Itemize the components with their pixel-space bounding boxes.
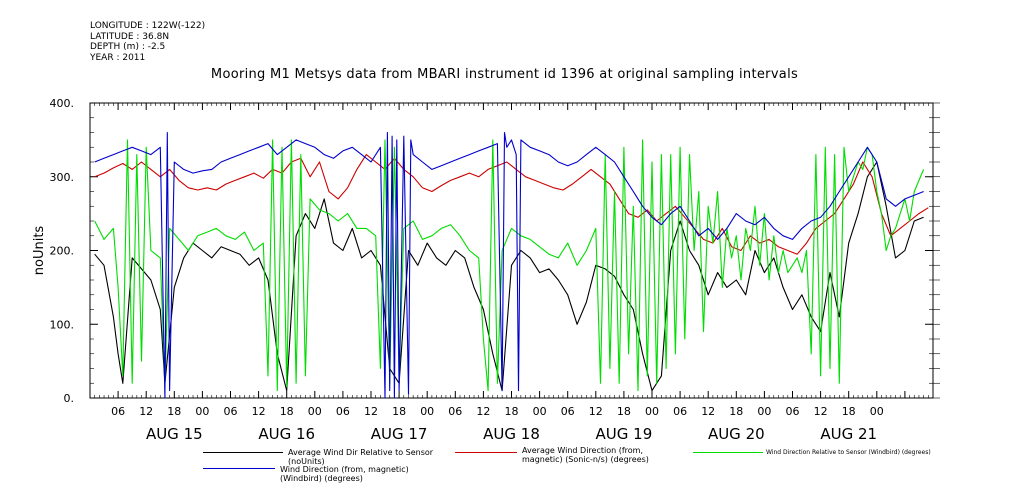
x-tick-label: 18 bbox=[617, 405, 631, 418]
legend-label: Wind Direction (from, magnetic) (Windbir… bbox=[280, 465, 409, 483]
y-tick-label: 100. bbox=[50, 318, 75, 331]
latitude-label: LATITUDE : 36.8N bbox=[90, 31, 170, 42]
x-day-label: AUG 21 bbox=[820, 425, 877, 443]
y-tick-label: 400. bbox=[50, 97, 75, 110]
x-tick-label: 06 bbox=[111, 405, 125, 418]
depth-label: DEPTH (m) : -2.5 bbox=[90, 42, 166, 52]
x-tick-label: 12 bbox=[364, 405, 378, 418]
x-tick-label: 06 bbox=[224, 405, 238, 418]
chart-title: Mooring M1 Metsys data from MBARI instru… bbox=[210, 67, 799, 82]
x-day-label: AUG 17 bbox=[371, 425, 428, 443]
longitude-label: LONGITUDE : 122W(-122) bbox=[90, 21, 206, 31]
series-line-3 bbox=[94, 139, 925, 392]
y-tick-label: 200. bbox=[50, 245, 75, 258]
x-tick-label: 00 bbox=[757, 405, 771, 418]
legend-label: Average Wind Direction (from, magnetic) … bbox=[522, 446, 649, 464]
x-day-label: AUG 19 bbox=[596, 425, 653, 443]
y-axis-label: noUnits bbox=[32, 226, 47, 276]
legend-swatch bbox=[203, 468, 275, 469]
x-day-label: AUG 15 bbox=[146, 425, 203, 443]
x-tick-label: 12 bbox=[589, 405, 603, 418]
x-tick-label: 12 bbox=[701, 405, 715, 418]
x-tick-label: 00 bbox=[645, 405, 659, 418]
legend-swatch bbox=[693, 452, 763, 453]
x-day-label: AUG 16 bbox=[258, 425, 315, 443]
x-tick-label: 00 bbox=[308, 405, 322, 418]
x-day-label: AUG 18 bbox=[483, 425, 540, 443]
x-tick-label: 12 bbox=[814, 405, 828, 418]
legend-swatch bbox=[455, 452, 517, 453]
x-tick-label: 06 bbox=[561, 405, 575, 418]
x-tick-label: 06 bbox=[448, 405, 462, 418]
year-label: YEAR : 2011 bbox=[90, 52, 146, 63]
x-tick-label: 12 bbox=[476, 405, 490, 418]
x-tick-label: 00 bbox=[420, 405, 434, 418]
x-tick-label: 12 bbox=[139, 405, 153, 418]
legend-label: Wind Direction Relative to Sensor (Windb… bbox=[766, 449, 931, 456]
series-line-1 bbox=[94, 161, 924, 392]
legend-label: Average Wind Dir Relative to Sensor (noU… bbox=[288, 448, 434, 466]
y-tick-label: 0. bbox=[64, 392, 75, 405]
x-tick-label: 18 bbox=[729, 405, 743, 418]
x-tick-label: 00 bbox=[195, 405, 209, 418]
metadata-block: LONGITUDE : 122W(-122) LATITUDE : 36.8N … bbox=[90, 21, 205, 63]
x-tick-label: 12 bbox=[252, 405, 266, 418]
x-tick-label: 06 bbox=[336, 405, 350, 418]
series-line-2 bbox=[94, 154, 929, 255]
x-tick-label: 06 bbox=[673, 405, 687, 418]
x-tick-label: 18 bbox=[167, 405, 181, 418]
x-tick-label: 06 bbox=[786, 405, 800, 418]
x-tick-label: 18 bbox=[392, 405, 406, 418]
x-tick-label: 18 bbox=[505, 405, 519, 418]
legend-swatch bbox=[203, 452, 283, 453]
x-day-label: AUG 20 bbox=[708, 425, 765, 443]
x-tick-label: 00 bbox=[870, 405, 884, 418]
y-tick-label: 300. bbox=[50, 171, 75, 184]
x-tick-label: 18 bbox=[842, 405, 856, 418]
x-tick-label: 18 bbox=[280, 405, 294, 418]
x-tick-label: 00 bbox=[533, 405, 547, 418]
series-line-4 bbox=[94, 131, 924, 399]
